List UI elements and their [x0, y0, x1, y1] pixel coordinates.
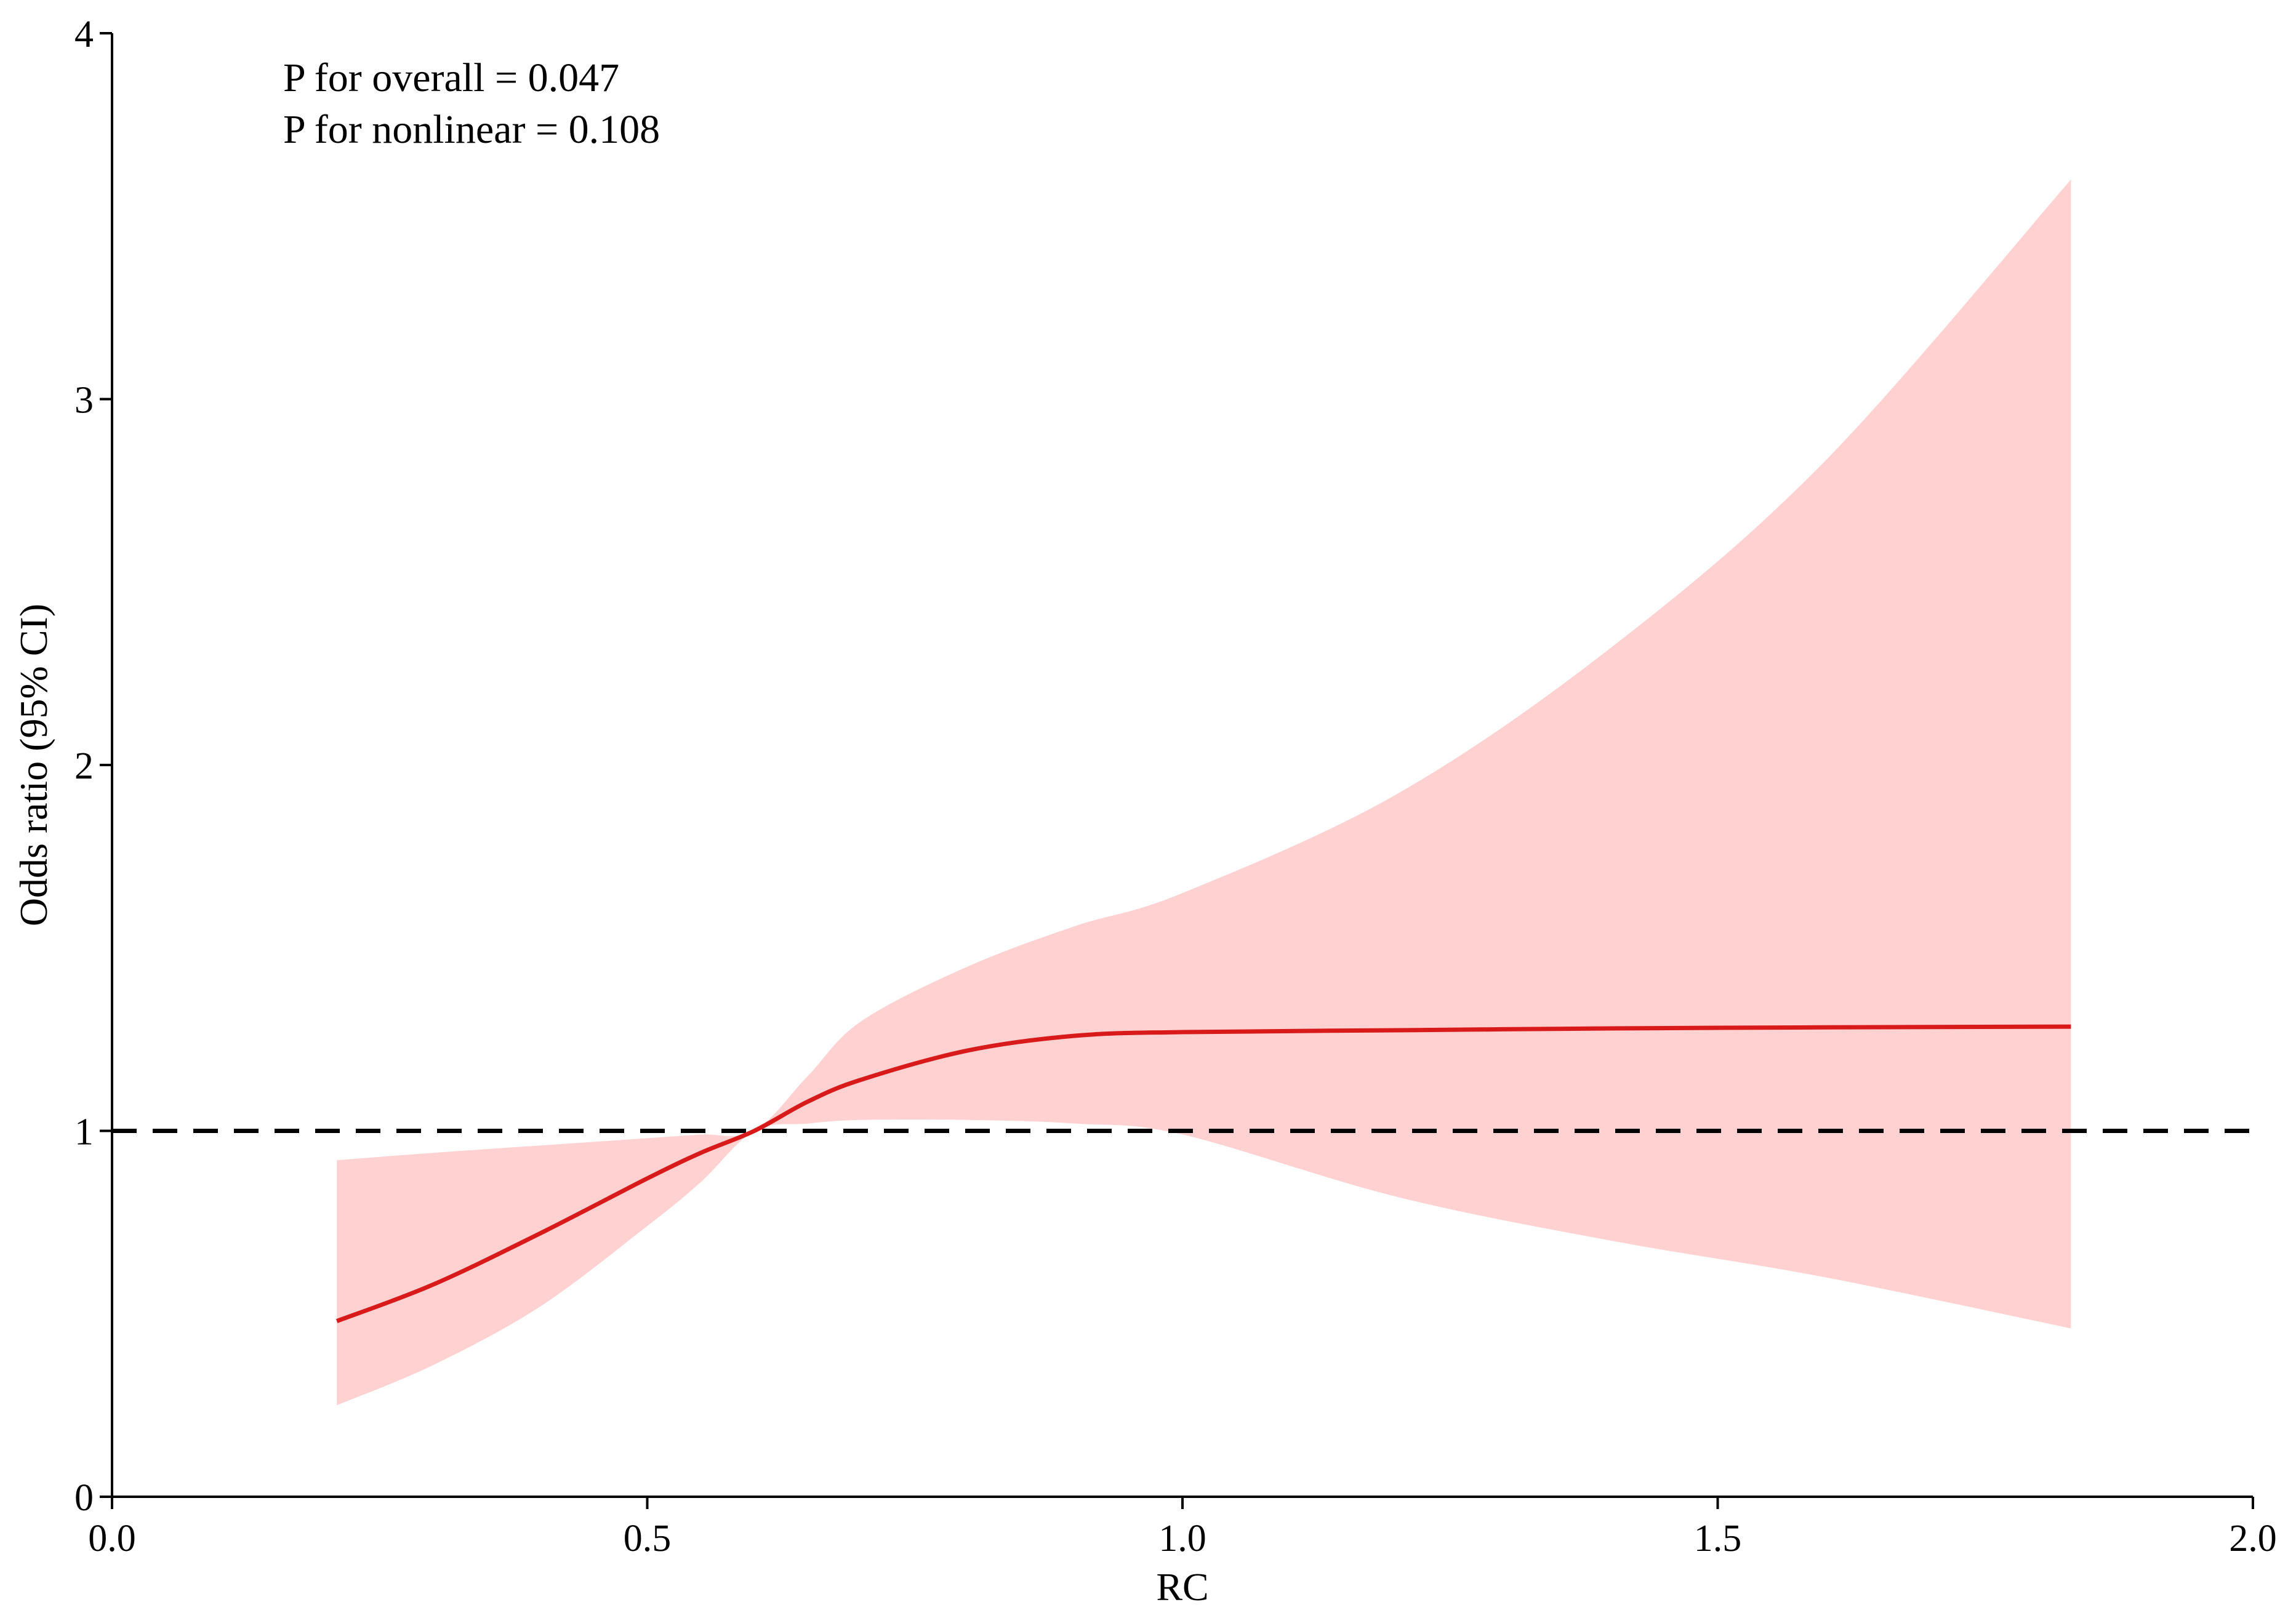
x-tick-label: 1.5	[1694, 1518, 1742, 1560]
y-tick-label: 2	[74, 745, 94, 787]
x-tick-label: 0.5	[624, 1518, 672, 1560]
axes: 0.0 0.5 1.0 1.5 2.0 0 1 2 3 4	[74, 14, 2277, 1560]
odds-ratio-line	[335, 1024, 2071, 1323]
y-ticks: 0 1 2 3 4	[74, 14, 112, 1519]
y-tick-label: 3	[74, 380, 94, 422]
x-tick-label: 2.0	[2229, 1518, 2277, 1560]
y-axis-label: Odds ratio (95% CI)	[12, 604, 55, 926]
y-tick-label: 1	[74, 1111, 94, 1153]
x-ticks: 0.0 0.5 1.0 1.5 2.0	[88, 1497, 2277, 1560]
x-tick-label: 0.0	[88, 1518, 136, 1560]
p-overall-annotation: P for overall = 0.047	[283, 55, 619, 100]
y-tick-label: 4	[74, 14, 94, 55]
x-axis-label: RC	[1156, 1565, 1208, 1609]
p-nonlinear-annotation: P for nonlinear = 0.108	[283, 107, 660, 152]
x-tick-label: 1.0	[1158, 1518, 1206, 1560]
y-tick-label: 0	[74, 1477, 94, 1519]
plot-area	[112, 179, 2259, 1406]
confidence-band	[337, 179, 2071, 1406]
